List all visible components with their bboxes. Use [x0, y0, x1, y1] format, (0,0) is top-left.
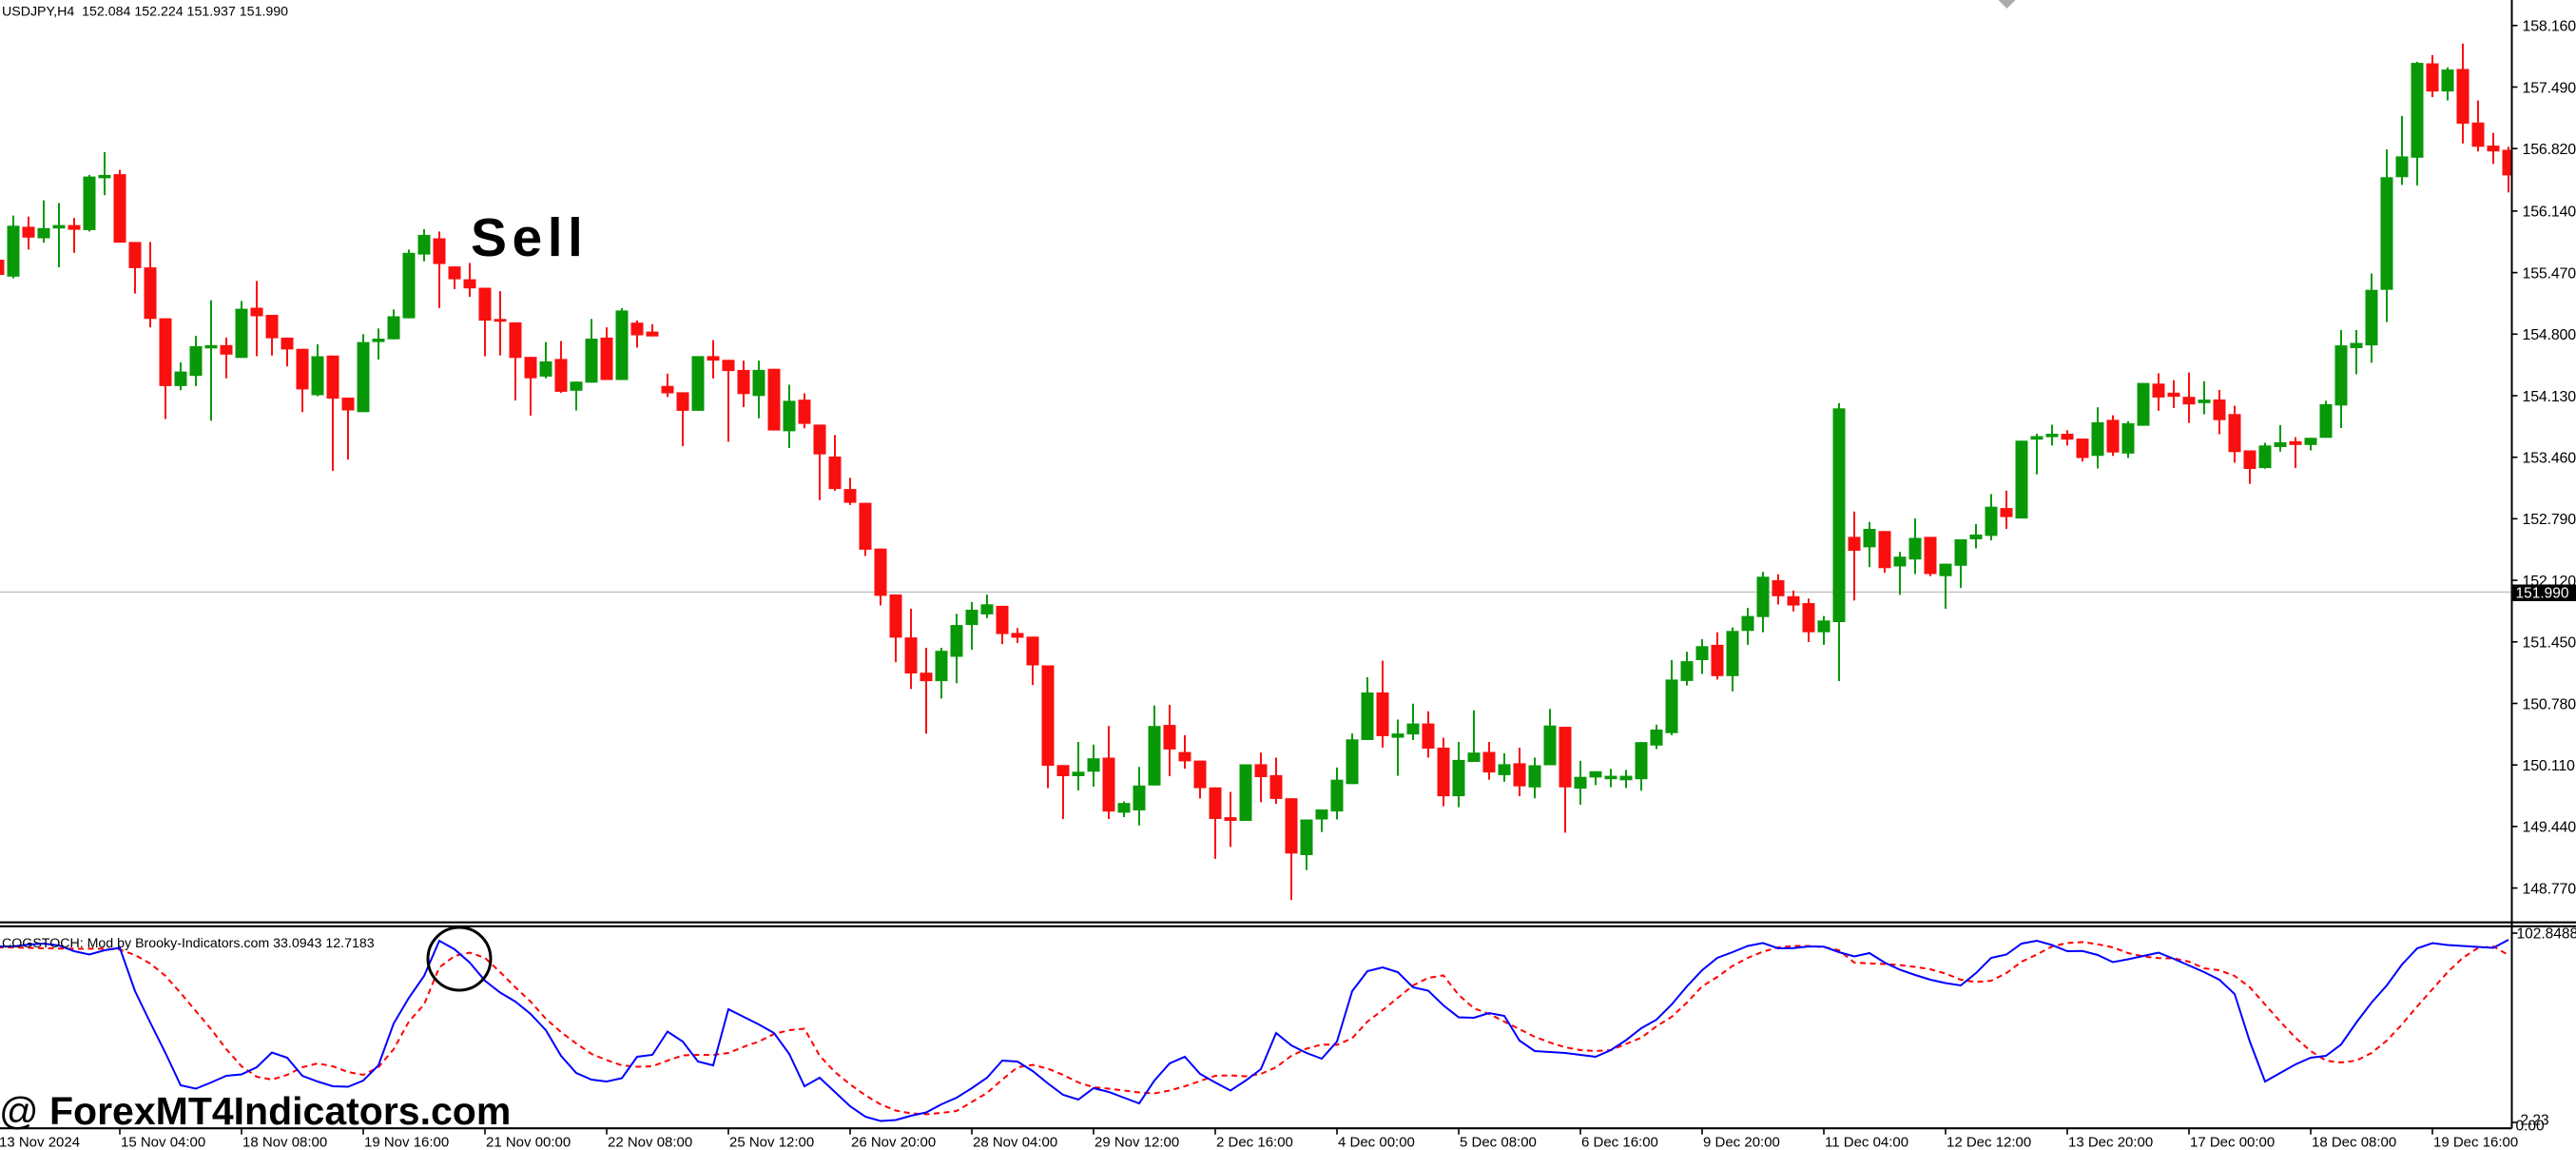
- svg-text:154.130: 154.130: [2523, 389, 2576, 405]
- svg-text:19 Nov 16:00: 19 Nov 16:00: [364, 1135, 449, 1150]
- svg-text:150.780: 150.780: [2523, 696, 2576, 712]
- svg-text:153.460: 153.460: [2523, 451, 2576, 467]
- svg-text:157.490: 157.490: [2523, 80, 2576, 96]
- svg-text:5 Dec 08:00: 5 Dec 08:00: [1460, 1135, 1537, 1150]
- svg-text:2.23: 2.23: [2521, 1113, 2549, 1129]
- svg-text:151.990: 151.990: [2516, 586, 2569, 602]
- svg-text:154.800: 154.800: [2523, 327, 2576, 343]
- svg-text:26 Nov 20:00: 26 Nov 20:00: [851, 1135, 936, 1150]
- svg-text:149.440: 149.440: [2523, 820, 2576, 836]
- svg-text:102.8488: 102.8488: [2517, 926, 2576, 943]
- svg-text:19 Dec 16:00: 19 Dec 16:00: [2433, 1135, 2518, 1150]
- svg-text:@ ForexMT4Indicators.com: @ ForexMT4Indicators.com: [0, 1089, 511, 1133]
- svg-text:6 Dec 16:00: 6 Dec 16:00: [1581, 1135, 1658, 1150]
- svg-text:25 Nov 12:00: 25 Nov 12:00: [729, 1135, 814, 1150]
- svg-text:148.770: 148.770: [2523, 881, 2576, 897]
- svg-text:150.110: 150.110: [2523, 758, 2576, 774]
- svg-text:156.140: 156.140: [2523, 205, 2576, 221]
- svg-text:Sell: Sell: [471, 207, 588, 268]
- svg-text:155.470: 155.470: [2523, 265, 2576, 282]
- svg-text:12 Dec 12:00: 12 Dec 12:00: [1947, 1135, 2031, 1150]
- svg-text:29 Nov 12:00: 29 Nov 12:00: [1094, 1135, 1179, 1150]
- svg-text:21 Nov 00:00: 21 Nov 00:00: [486, 1135, 571, 1150]
- svg-text:15 Nov 04:00: 15 Nov 04:00: [121, 1135, 205, 1150]
- svg-text:22 Nov 08:00: 22 Nov 08:00: [608, 1135, 692, 1150]
- svg-text:17 Dec 00:00: 17 Dec 00:00: [2190, 1135, 2275, 1150]
- svg-text:151.450: 151.450: [2523, 635, 2576, 652]
- svg-text:13 Nov 2024: 13 Nov 2024: [0, 1135, 80, 1150]
- svg-text:158.160: 158.160: [2523, 19, 2576, 35]
- svg-text:156.820: 156.820: [2523, 142, 2576, 158]
- svg-text:28 Nov 04:00: 28 Nov 04:00: [973, 1135, 1057, 1150]
- svg-text:13 Dec 20:00: 13 Dec 20:00: [2068, 1135, 2153, 1150]
- svg-text:0.00: 0.00: [2516, 1119, 2546, 1135]
- svg-text:4 Dec 00:00: 4 Dec 00:00: [1338, 1135, 1415, 1150]
- svg-text:18 Nov 08:00: 18 Nov 08:00: [242, 1135, 327, 1150]
- svg-text:2 Dec 16:00: 2 Dec 16:00: [1216, 1135, 1293, 1150]
- svg-text:18 Dec 08:00: 18 Dec 08:00: [2312, 1135, 2396, 1150]
- svg-text:11 Dec 04:00: 11 Dec 04:00: [1825, 1135, 1908, 1150]
- svg-text:9 Dec 20:00: 9 Dec 20:00: [1703, 1135, 1780, 1150]
- svg-text:152.790: 152.790: [2523, 512, 2576, 528]
- svg-text:COGSTOCH: Mod by Brooky-Indica: COGSTOCH: Mod by Brooky-Indicators.com 3…: [2, 936, 375, 951]
- svg-text:USDJPY,H4 152.084 152.224 151: USDJPY,H4 152.084 152.224 151.937 151.99…: [2, 5, 288, 20]
